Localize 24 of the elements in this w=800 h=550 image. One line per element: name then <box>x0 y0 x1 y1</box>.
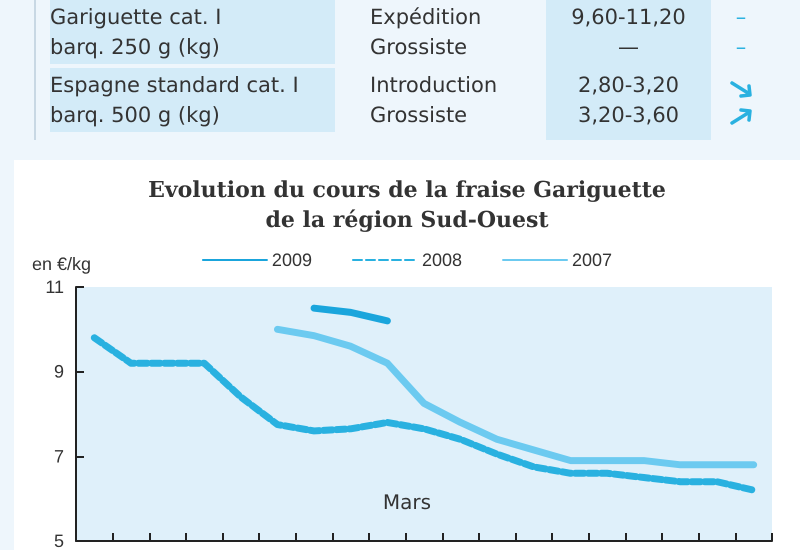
text: Expédition <box>370 4 482 30</box>
text: Gariguette cat. I <box>50 4 222 30</box>
y-tick-label: 7 <box>54 446 64 466</box>
text: – <box>734 34 748 60</box>
text: 9,60-11,20 <box>570 4 687 30</box>
text: – <box>734 4 748 30</box>
text: Introduction <box>370 72 498 98</box>
y-tick-label: 11 <box>45 277 64 297</box>
annotation: Mars <box>382 490 432 514</box>
text: Espagne standard cat. I <box>50 72 299 98</box>
text: Grossiste <box>370 34 468 60</box>
text: Grossiste <box>370 102 468 128</box>
y-tick-label: 5 <box>54 531 64 550</box>
text: barq. 500 g (kg) <box>50 102 220 128</box>
chart-title: Evolution du cours de la fraise Gariguette de la région Sud-Ouest <box>148 177 666 233</box>
y-tick-label: 9 <box>54 362 64 382</box>
legend-label: 2007 <box>572 250 612 270</box>
text: 2,80-3,20 <box>576 72 680 98</box>
text: barq. 250 g (kg) <box>50 34 220 60</box>
legend-label: 2009 <box>272 250 312 270</box>
text: — <box>617 34 640 60</box>
text: 3,20-3,60 <box>576 102 680 128</box>
y-axis-title: en €/kg <box>32 254 92 274</box>
legend-label: 2008 <box>422 250 462 270</box>
